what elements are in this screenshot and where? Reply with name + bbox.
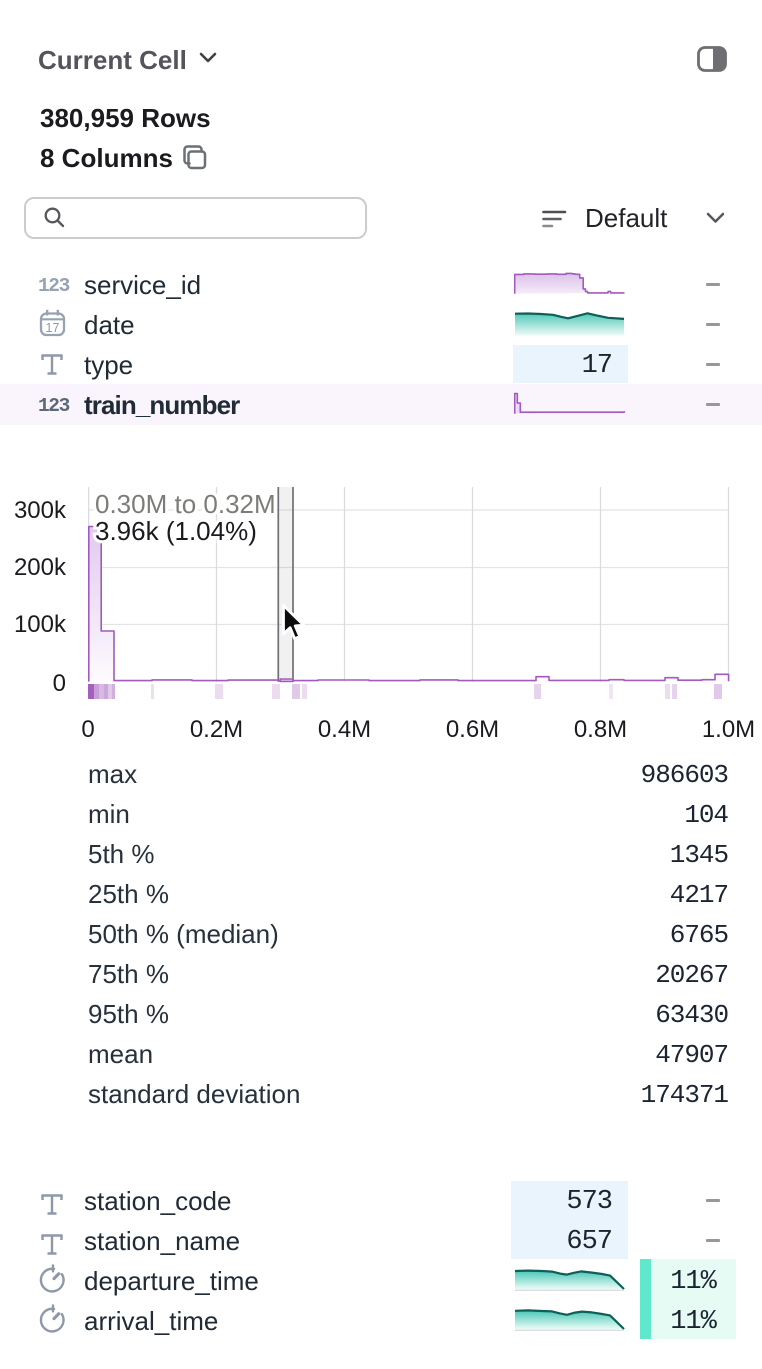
- svg-text:17: 17: [46, 321, 60, 335]
- svg-text:3.96k (1.04%): 3.96k (1.04%): [95, 516, 257, 546]
- svg-text:0.30M to 0.32M: 0.30M to 0.32M: [95, 489, 276, 519]
